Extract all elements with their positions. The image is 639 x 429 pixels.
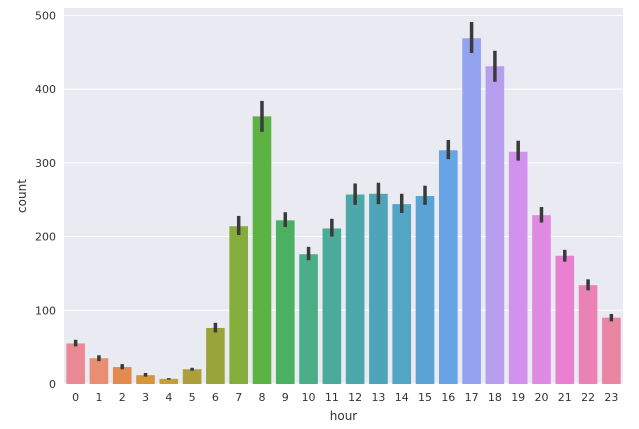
bar [229, 226, 249, 384]
plot-background [64, 8, 623, 384]
bar [392, 204, 412, 384]
bar [578, 285, 598, 384]
error-bars [73, 22, 614, 380]
x-tick-label: 0 [72, 391, 79, 404]
bar [89, 358, 109, 384]
bar [555, 255, 575, 384]
x-tick-label: 1 [95, 391, 102, 404]
bar [136, 375, 155, 384]
bar [438, 150, 458, 384]
bar [66, 343, 85, 384]
x-tick-label: 15 [418, 391, 432, 404]
bars [66, 38, 621, 385]
x-tick-label: 10 [302, 391, 316, 404]
x-tick-label: 5 [189, 391, 196, 404]
gridlines [64, 14, 623, 385]
bar [112, 367, 132, 384]
bar [602, 317, 621, 384]
x-tick-label: 20 [534, 391, 548, 404]
x-tick-labels: 0 1 2 3 4 5 6 7 8 9 10 11 12 13 14 15 16 17 18 19 20 21 22 23 [72, 391, 618, 404]
bar [275, 220, 295, 384]
x-tick-label: 6 [212, 391, 219, 404]
x-tick-label: 8 [258, 391, 265, 404]
x-tick-label: 4 [165, 391, 172, 404]
x-tick-label: 12 [348, 391, 362, 404]
x-tick-label: 2 [119, 391, 126, 404]
bar [345, 194, 365, 384]
x-tick-label: 14 [395, 391, 409, 404]
bar [182, 369, 202, 384]
x-tick-label: 9 [282, 391, 289, 404]
x-tick-label: 23 [604, 391, 618, 404]
bar [206, 327, 225, 384]
x-tick-label: 18 [488, 391, 502, 404]
y-tick-label: 200 [35, 231, 56, 244]
y-tick-label: 0 [49, 378, 56, 391]
bar [508, 151, 528, 384]
y-tick-label: 100 [35, 304, 56, 317]
x-tick-label: 7 [235, 391, 242, 404]
bar [322, 228, 342, 384]
bar [462, 38, 481, 385]
y-tick-label: 300 [35, 157, 56, 170]
x-axis-label: hour [330, 409, 358, 423]
y-tick-labels: 0 100 200 300 400 500 [35, 9, 56, 391]
bar [415, 196, 435, 384]
x-tick-label: 22 [581, 391, 595, 404]
y-axis-label: count [15, 179, 29, 213]
bar [299, 254, 318, 384]
x-tick-label: 3 [142, 391, 149, 404]
bar [485, 66, 505, 384]
y-tick-label: 400 [35, 83, 56, 96]
x-tick-label: 11 [325, 391, 339, 404]
y-tick-label: 500 [35, 9, 56, 22]
bar [369, 193, 388, 384]
x-tick-label: 19 [511, 391, 525, 404]
x-tick-label: 17 [465, 391, 479, 404]
bar [252, 116, 272, 385]
bar [159, 378, 179, 384]
bar [532, 215, 551, 384]
x-tick-label: 16 [441, 391, 455, 404]
x-tick-label: 21 [558, 391, 572, 404]
x-tick-label: 13 [371, 391, 385, 404]
